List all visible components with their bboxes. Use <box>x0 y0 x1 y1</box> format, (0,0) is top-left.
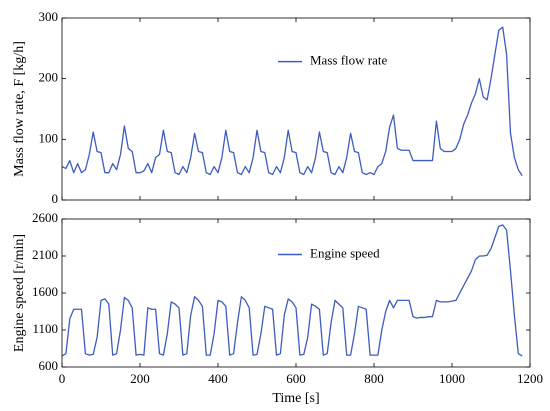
y-tick-label: 2600 <box>32 210 58 225</box>
legend-label: Engine speed <box>310 246 380 261</box>
y-axis-label: Engine speed [r/min] <box>12 234 27 352</box>
x-tick-label: 800 <box>364 371 384 386</box>
y-tick-label: 0 <box>52 191 59 206</box>
legend-label: Mass flow rate <box>310 53 387 68</box>
y-tick-label: 600 <box>39 358 59 373</box>
x-tick-label: 0 <box>59 371 66 386</box>
x-tick-label: 1000 <box>439 371 465 386</box>
plot-frame <box>61 17 531 201</box>
y-tick-label: 100 <box>39 130 59 145</box>
x-tick-label: 1200 <box>517 371 543 386</box>
data-line <box>61 26 523 177</box>
y-tick-label: 1100 <box>32 321 58 336</box>
x-tick-label: 400 <box>208 371 228 386</box>
y-tick-label: 300 <box>39 9 59 24</box>
y-tick-label: 2100 <box>32 247 58 262</box>
y-axis-label: Mass flow rate, F [kg/h] <box>12 41 27 177</box>
x-tick-label: 200 <box>130 371 150 386</box>
x-axis-label: Time [s] <box>272 391 319 406</box>
y-tick-label: 1600 <box>32 284 58 299</box>
data-line <box>61 224 523 357</box>
x-tick-label: 600 <box>286 371 306 386</box>
y-tick-label: 200 <box>39 70 59 85</box>
